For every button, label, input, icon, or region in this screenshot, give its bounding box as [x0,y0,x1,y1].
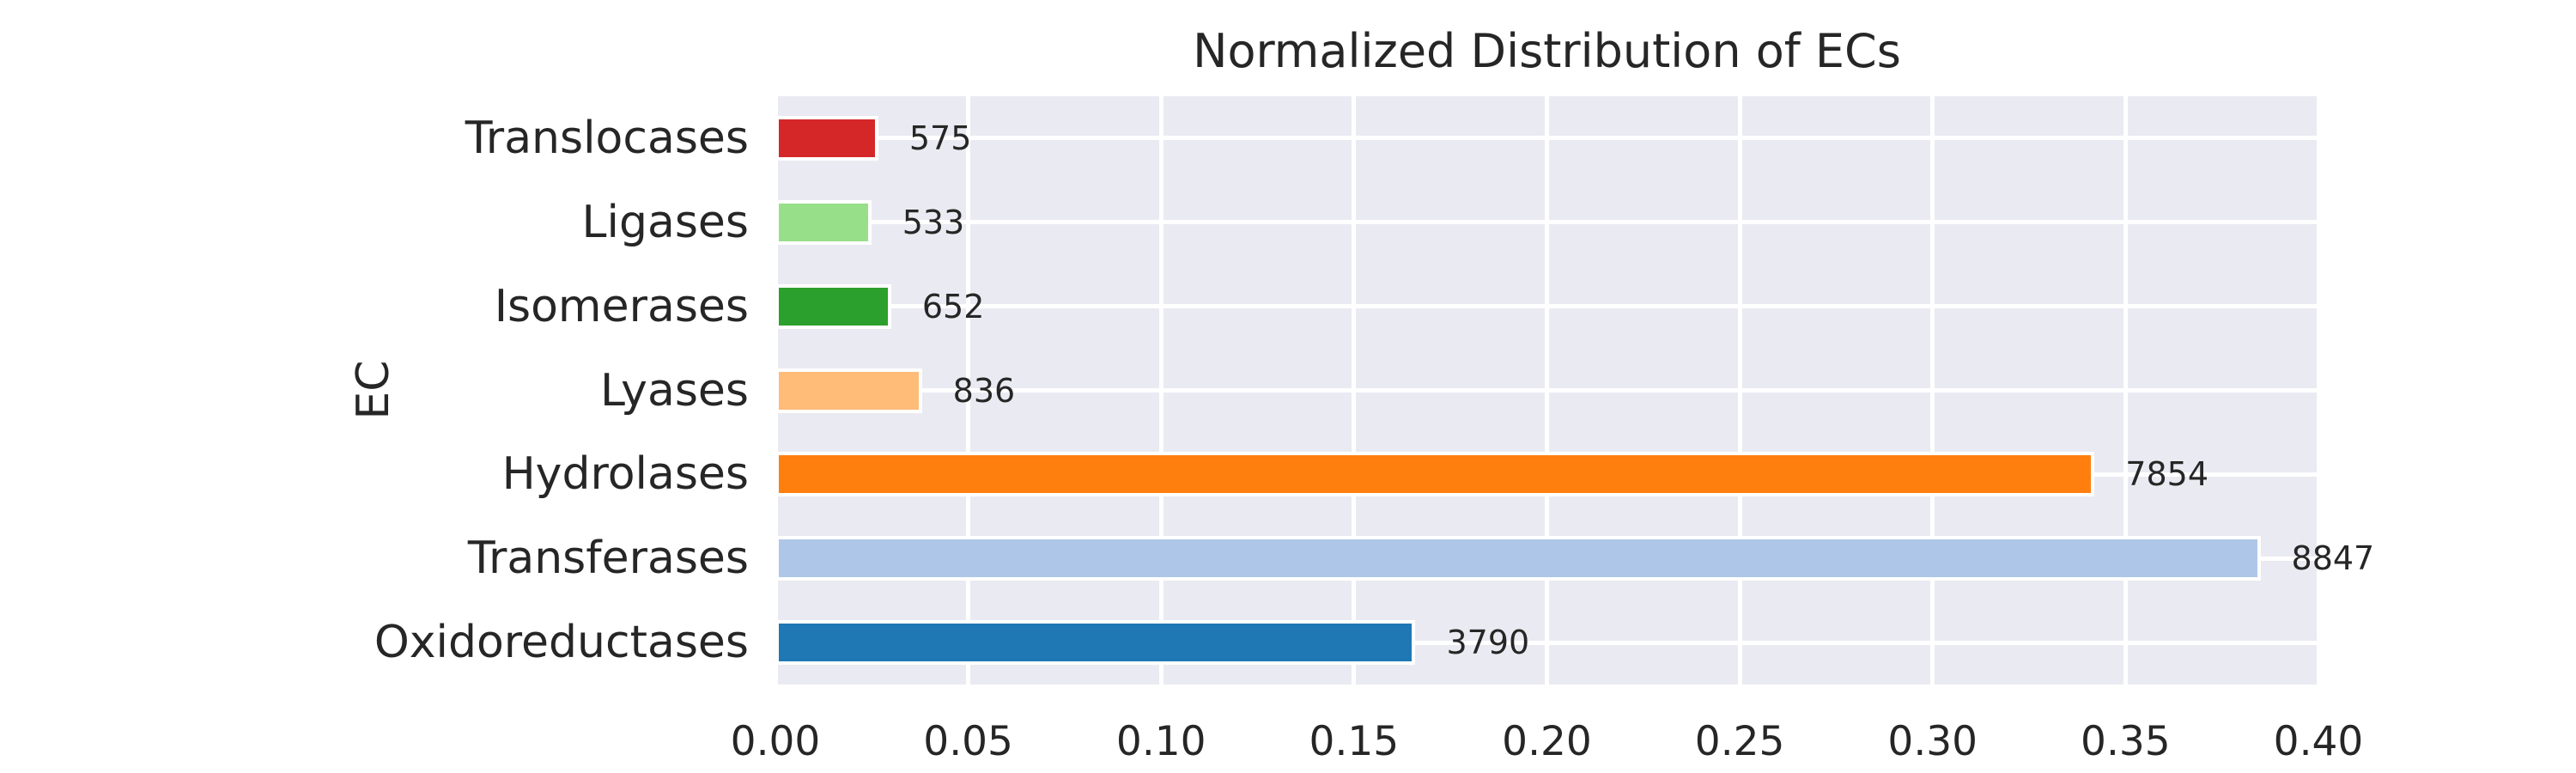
bar-value-label: 575 [908,119,972,157]
y-tick-label: Transferases [467,533,749,585]
chart-title: Normalized Distribution of ECs [1193,24,1901,78]
bar-translocases [775,115,878,161]
bar-value-label: 7854 [2125,455,2209,494]
y-axis-label: EC [348,360,399,420]
bar-isomerases [775,283,891,329]
x-tick-label: 0.05 [923,718,1013,765]
x-tick-label: 0.25 [1694,718,1785,765]
bar-value-label: 3790 [1446,624,1530,662]
bar-lyases [775,368,922,413]
x-tick-label: 0.35 [2081,718,2171,765]
x-tick-label: 0.40 [2273,718,2364,765]
y-tick-label: Translocases [465,112,749,164]
gridline-horizontal [775,136,2318,141]
x-tick-label: 0.10 [1115,718,1206,765]
bar-oxidoreductases [775,620,1416,666]
x-tick-label: 0.30 [1887,718,1978,765]
gridline-horizontal [775,304,2318,309]
y-tick-label: Oxidoreductases [374,617,749,669]
y-tick-label: Isomerases [494,280,749,332]
bar-value-label: 836 [952,371,1016,410]
y-tick-label: Lyases [599,364,749,417]
plot-area [773,96,2321,685]
gridline-horizontal [775,220,2318,225]
y-tick-label: Ligases [581,196,749,248]
gridline-horizontal [775,640,2318,645]
gridline-horizontal [775,388,2318,393]
bar-value-label: 652 [921,287,985,326]
gridline-vertical [2316,96,2321,685]
bar-value-label: 533 [902,203,965,241]
x-tick-label: 0.15 [1309,718,1400,765]
x-tick-label: 0.00 [730,718,821,765]
y-tick-label: Hydrolases [501,448,749,501]
bar-transferases [775,536,2261,581]
x-tick-label: 0.20 [1502,718,1592,765]
bar-ligases [775,199,872,245]
bar-value-label: 8847 [2291,539,2375,578]
bar-hydrolases [775,452,2095,497]
